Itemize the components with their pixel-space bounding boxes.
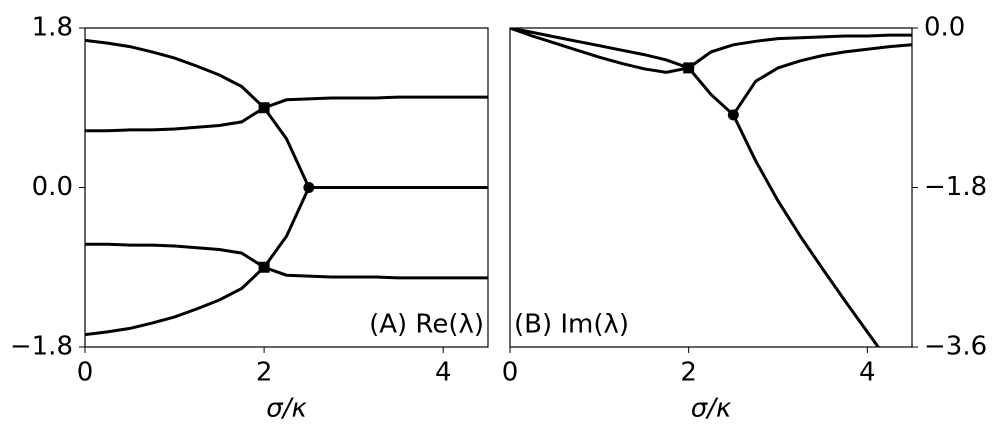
curve	[85, 265, 488, 337]
plot-area	[85, 38, 488, 337]
x-tick-label: 2	[256, 358, 273, 388]
curve	[85, 38, 488, 110]
x-tick-label: 2	[680, 358, 697, 388]
x-axis-label: σ/κ	[266, 394, 307, 424]
marker	[303, 182, 315, 193]
curve	[85, 105, 488, 189]
x-tick-label: 4	[859, 358, 876, 388]
x-tick-label: 4	[435, 358, 452, 388]
y-tick-label: 0.0	[924, 13, 965, 43]
y-tick-label: 1.8	[32, 13, 73, 43]
x-axis-label: σ/κ	[691, 394, 732, 424]
marker	[258, 261, 270, 273]
y-tick-label: 0.0	[32, 172, 73, 202]
panel-label: (A) Re(λ)	[369, 310, 484, 340]
curve	[731, 114, 881, 347]
plot-area	[510, 28, 912, 347]
x-tick-label: 0	[502, 358, 519, 388]
y-tick-label: −3.6	[924, 332, 987, 362]
x-tick-label: 0	[77, 358, 94, 388]
marker	[258, 102, 270, 114]
axes-frame	[509, 27, 913, 348]
panel-label: (B) Im(λ)	[514, 310, 629, 340]
curve	[510, 28, 912, 70]
curve	[85, 186, 311, 270]
curve	[510, 28, 735, 116]
y-tick-label: −1.8	[924, 172, 987, 202]
marker	[683, 62, 695, 74]
curve	[732, 43, 912, 116]
y-tick-label: −1.8	[10, 332, 73, 362]
marker	[727, 109, 739, 121]
